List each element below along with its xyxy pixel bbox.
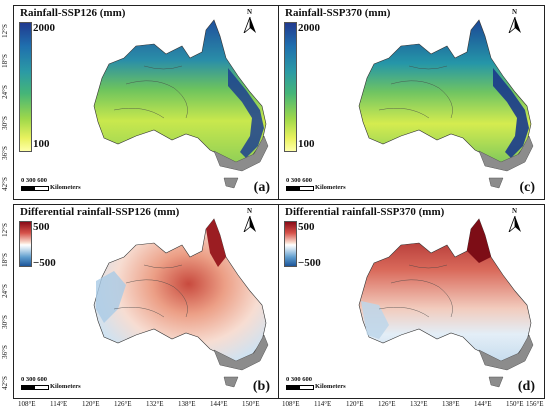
north-arrow: N (241, 8, 261, 34)
lat-tick: 24°S (1, 284, 9, 298)
scale-ticks: 0 300 600 (286, 376, 312, 383)
lon-tick: 108°E (18, 400, 36, 408)
scale-unit: Kilometers (50, 184, 81, 191)
lat-tick: 30°S (1, 116, 9, 130)
lat-tick: 42°S (1, 376, 9, 390)
scale-bar: 0 300 600 Kilometers (21, 177, 121, 193)
colorbar (19, 22, 32, 152)
colorbar-min-label: 100 (298, 138, 315, 150)
scale-graphic (286, 186, 314, 191)
panel-title: Rainfall-SSP126 (mm) (20, 7, 126, 19)
north-label: N (512, 8, 518, 16)
colorbar-max-label: 500 (33, 221, 50, 233)
lon-tick: 126°E (114, 400, 132, 408)
lon-tick: 138°E (442, 400, 460, 408)
north-arrow-icon (508, 17, 521, 33)
colorbar (284, 22, 297, 152)
lat-tick: 24°S (1, 85, 9, 99)
north-arrow: N (506, 8, 526, 34)
australia-map (358, 218, 534, 388)
lat-tick: 12°S (1, 223, 9, 237)
colorbar-max-label: 2000 (33, 22, 55, 34)
lat-tick: 36°S (1, 345, 9, 359)
colorbar-max-label: 2000 (298, 22, 320, 34)
scale-bar: 0 300 600 Kilometers (21, 376, 121, 392)
scale-ticks: 0 300 600 (286, 177, 312, 184)
panel-label: (a) (253, 180, 270, 195)
panel-title: Differential rainfall-SSP126 (mm) (20, 206, 180, 218)
australia-map (358, 19, 534, 189)
scale-unit: Kilometers (315, 383, 346, 390)
lat-tick: 42°S (1, 177, 9, 191)
lon-tick: 138°E (178, 400, 196, 408)
lon-tick: 144°E (474, 400, 492, 408)
panel-title: Rainfall-SSP370 (mm) (285, 7, 391, 19)
scale-unit: Kilometers (50, 383, 81, 390)
north-label: N (512, 207, 518, 215)
north-arrow: N (241, 207, 261, 233)
lon-tick: 114°E (50, 400, 68, 408)
scale-graphic (21, 186, 49, 191)
panel-label: (d) (517, 379, 535, 394)
australia-map (93, 19, 269, 189)
north-arrow-icon (243, 17, 256, 33)
north-arrow-icon (508, 216, 521, 232)
colorbar-max-label: 500 (298, 221, 315, 233)
lon-tick: 144°E (210, 400, 228, 408)
scale-graphic (286, 385, 314, 390)
scale-ticks: 0 300 600 (21, 177, 47, 184)
panel-c: Rainfall-SSP370 (mm) 2000 100 N 0 300 60… (278, 5, 545, 200)
lat-tick: 30°S (1, 315, 9, 329)
scale-graphic (21, 385, 49, 390)
panel-label: (c) (519, 180, 535, 195)
australia-map (93, 218, 269, 388)
scale-bar: 0 300 600 Kilometers (286, 177, 386, 193)
scale-bar: 0 300 600 Kilometers (286, 376, 386, 392)
colorbar-min-label: −500 (298, 257, 321, 269)
lat-tick: 18°S (1, 54, 9, 68)
lon-tick: 126°E (378, 400, 396, 408)
scale-unit: Kilometers (315, 184, 346, 191)
panel-a: Rainfall-SSP126 (mm) 2000 100 N 0 300 60… (13, 5, 280, 200)
panel-title: Differential rainfall-SSP370 (mm) (285, 206, 445, 218)
colorbar (284, 221, 297, 267)
lon-tick: 108°E (282, 400, 300, 408)
panel-label: (b) (252, 379, 270, 394)
lon-tick: 132°E (410, 400, 428, 408)
north-label: N (247, 8, 253, 16)
lon-tick: 150°E (242, 400, 260, 408)
panel-d: Differential rainfall-SSP370 (mm) 500 −5… (278, 204, 545, 399)
colorbar-min-label: −500 (33, 257, 56, 269)
colorbar-min-label: 100 (33, 138, 50, 150)
lon-tick: 132°E (146, 400, 164, 408)
scale-ticks: 0 300 600 (21, 376, 47, 383)
north-label: N (247, 207, 253, 215)
colorbar (19, 221, 32, 267)
north-arrow: N (506, 207, 526, 233)
lon-tick: 114°E (314, 400, 332, 408)
lat-tick: 18°S (1, 253, 9, 267)
lon-tick: 150°E (506, 400, 524, 408)
lon-tick: 120°E (82, 400, 100, 408)
lat-tick: 36°S (1, 146, 9, 160)
lon-tick: 156°E (526, 400, 544, 408)
lon-tick: 120°E (346, 400, 364, 408)
lat-tick: 12°S (1, 24, 9, 38)
panel-b: Differential rainfall-SSP126 (mm) 500 −5… (13, 204, 280, 399)
north-arrow-icon (243, 216, 256, 232)
